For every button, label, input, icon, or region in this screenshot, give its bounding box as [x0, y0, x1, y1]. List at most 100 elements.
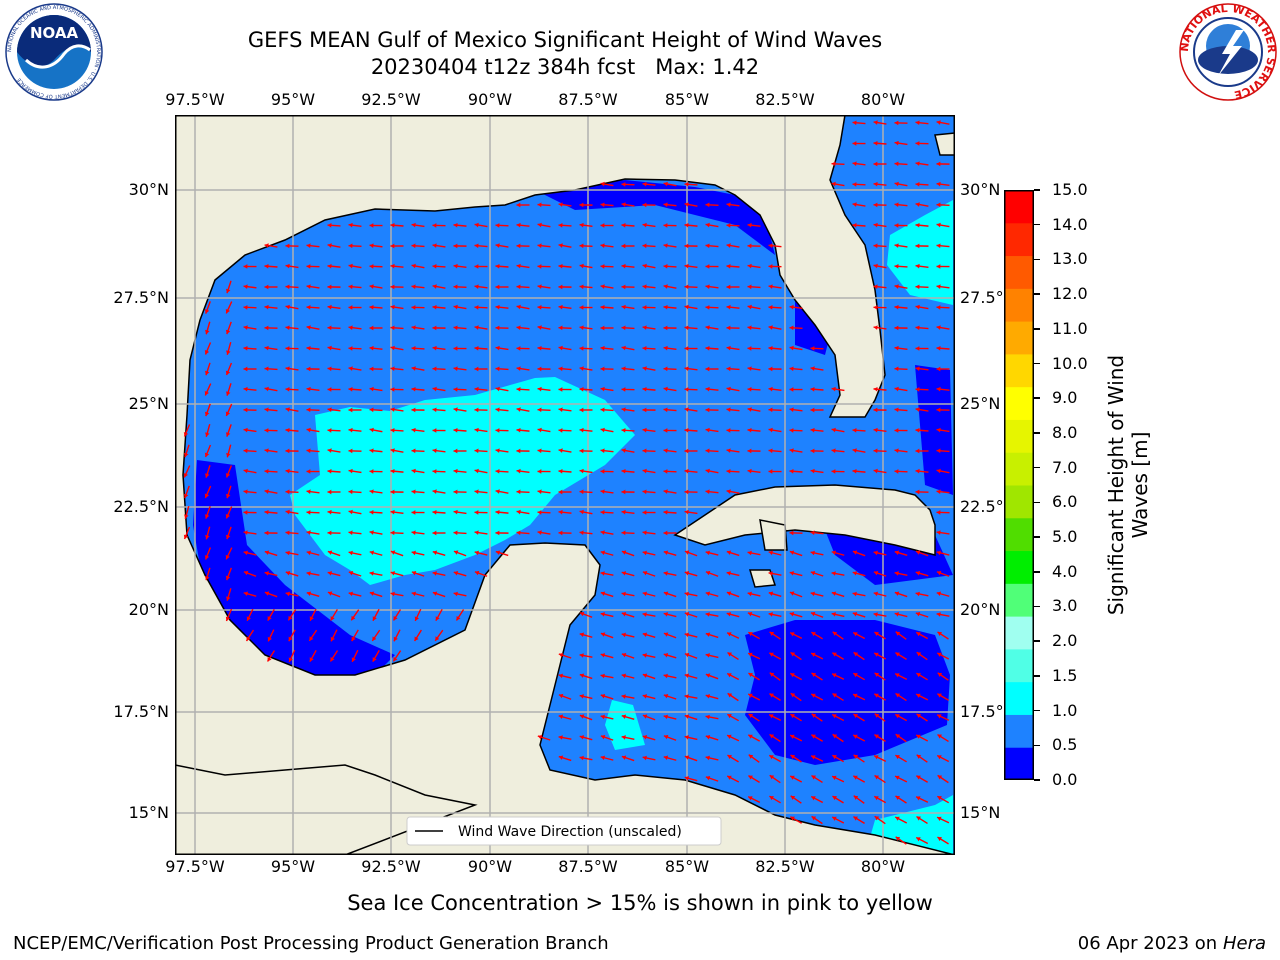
wave-direction-arrowhead	[432, 571, 437, 576]
wave-direction-arrowhead	[936, 591, 942, 597]
wave-direction-arrowhead	[537, 510, 542, 515]
wave-direction-arrowhead	[705, 489, 710, 495]
wave-direction-arrowhead	[936, 530, 941, 535]
wave-direction-arrowhead	[348, 448, 353, 454]
wave-direction-arrowhead	[937, 693, 942, 698]
wave-direction-arrowhead	[790, 816, 795, 821]
wave-direction-arrowhead	[369, 591, 375, 596]
wave-direction-arrowhead	[390, 243, 395, 249]
wave-direction-arrowhead	[684, 387, 689, 392]
wave-direction-arrowhead	[225, 473, 231, 478]
wave-direction-arrowhead	[411, 325, 416, 330]
wave-direction-arrowhead	[348, 386, 353, 392]
wave-direction-arrowhead	[558, 223, 563, 228]
colorbar-tick-label: 1.0	[1052, 700, 1078, 720]
wave-direction-arrowhead	[453, 387, 458, 392]
wave-direction-arrowhead	[684, 346, 689, 351]
wave-direction-arrowhead	[811, 713, 817, 718]
wave-direction-arrowhead	[768, 366, 773, 372]
wave-direction-arrowhead	[874, 632, 879, 637]
wave-direction-arrowhead	[243, 591, 249, 597]
lat-label-left: 25°N	[128, 394, 169, 413]
wave-direction-arrowhead	[474, 510, 479, 515]
wave-direction-arrowhead	[537, 202, 542, 208]
wave-direction-arrowhead	[456, 615, 461, 621]
wave-direction-arrowhead	[537, 366, 542, 372]
wave-direction-arrowhead	[369, 264, 374, 269]
wave-direction-arrowhead	[432, 386, 437, 392]
wave-direction-arrowhead	[853, 734, 858, 739]
wave-direction-arrowhead	[621, 284, 626, 290]
lat-label-left: 30°N	[128, 180, 169, 199]
wave-direction-arrowhead	[642, 653, 647, 658]
wave-direction-arrowhead	[579, 346, 584, 351]
wave-direction-arrowhead	[705, 284, 710, 289]
wave-direction-arrowhead	[600, 448, 605, 454]
wave-direction-arrowhead	[327, 530, 332, 536]
colorbar-tick-mark	[1034, 328, 1040, 330]
wave-direction-arrowhead	[474, 222, 479, 228]
wave-direction-arrowhead	[810, 468, 815, 474]
wave-direction-arrowhead	[852, 428, 857, 433]
wave-direction-arrowhead	[642, 489, 647, 495]
wave-direction-arrowhead	[937, 775, 943, 780]
wave-direction-arrowhead	[288, 657, 293, 662]
wave-direction-arrowhead	[769, 755, 774, 760]
wave-direction-arrowhead	[936, 264, 941, 269]
wave-direction-arrowhead	[705, 714, 710, 720]
wave-direction-arrowhead	[474, 407, 479, 413]
wave-direction-arrowhead	[327, 571, 332, 576]
wave-direction-arrowhead	[243, 468, 248, 474]
wave-direction-arrowhead	[915, 468, 920, 474]
wave-direction-arrowhead	[411, 591, 417, 597]
wave-direction-arrowhead	[642, 735, 648, 740]
wave-direction-arrowhead	[184, 514, 189, 519]
wave-direction-arrowhead	[204, 493, 210, 498]
wave-direction-arrowhead	[790, 775, 795, 780]
wave-direction-arrowhead	[916, 775, 921, 780]
wave-direction-arrowhead	[726, 263, 731, 269]
wave-direction-arrowhead	[600, 714, 605, 720]
wave-direction-arrowhead	[621, 673, 627, 679]
wave-direction-arrowhead	[243, 448, 248, 454]
wave-direction-arrowhead	[621, 735, 626, 740]
wave-direction-arrowhead	[558, 284, 563, 290]
colorbar-tick-label: 11.0	[1052, 318, 1088, 338]
wave-direction-arrowhead	[915, 325, 920, 331]
wave-direction-arrowhead	[243, 284, 248, 289]
wave-direction-arrowhead	[411, 530, 416, 535]
colorbar-tick-mark	[1034, 189, 1040, 191]
wave-direction-arrowhead	[306, 530, 311, 535]
wave-direction-arrowhead	[579, 263, 584, 269]
wave-direction-arrowhead	[348, 427, 353, 433]
wave-direction-arrowhead	[936, 161, 941, 167]
wave-direction-arrowhead	[936, 489, 941, 495]
wave-direction-arrowhead	[768, 469, 773, 474]
wave-direction-arrowhead	[264, 243, 269, 248]
wave-direction-arrowhead	[537, 530, 542, 535]
wave-direction-arrowhead	[558, 325, 563, 331]
wave-direction-arrowhead	[894, 223, 899, 228]
wave-direction-arrowhead	[537, 448, 542, 454]
wave-direction-arrowhead	[327, 387, 332, 392]
wave-direction-arrowhead	[453, 591, 458, 597]
wave-direction-arrowhead	[642, 714, 648, 719]
wave-direction-arrowhead	[726, 386, 731, 392]
footer-date-text: 06 Apr 2023 on	[1077, 933, 1223, 954]
wave-direction-arrowhead	[474, 530, 479, 535]
wave-direction-arrowhead	[285, 530, 290, 536]
wave-direction-arrowhead	[790, 734, 795, 739]
wave-direction-arrowhead	[306, 386, 311, 392]
wave-direction-arrowhead	[705, 202, 710, 208]
wave-direction-arrowhead	[811, 796, 816, 801]
wave-direction-arrowhead	[579, 468, 584, 474]
wave-direction-arrowhead	[790, 632, 795, 637]
wave-direction-arrowhead	[579, 305, 584, 310]
wave-direction-arrowhead	[663, 653, 669, 658]
wave-direction-arrowhead	[288, 615, 293, 621]
wave-direction-arrowhead	[895, 734, 901, 739]
wave-direction-arrowhead	[558, 448, 563, 453]
wave-direction-arrowhead	[411, 243, 416, 249]
wave-direction-arrowhead	[873, 591, 879, 597]
wave-direction-arrowhead	[684, 222, 689, 228]
